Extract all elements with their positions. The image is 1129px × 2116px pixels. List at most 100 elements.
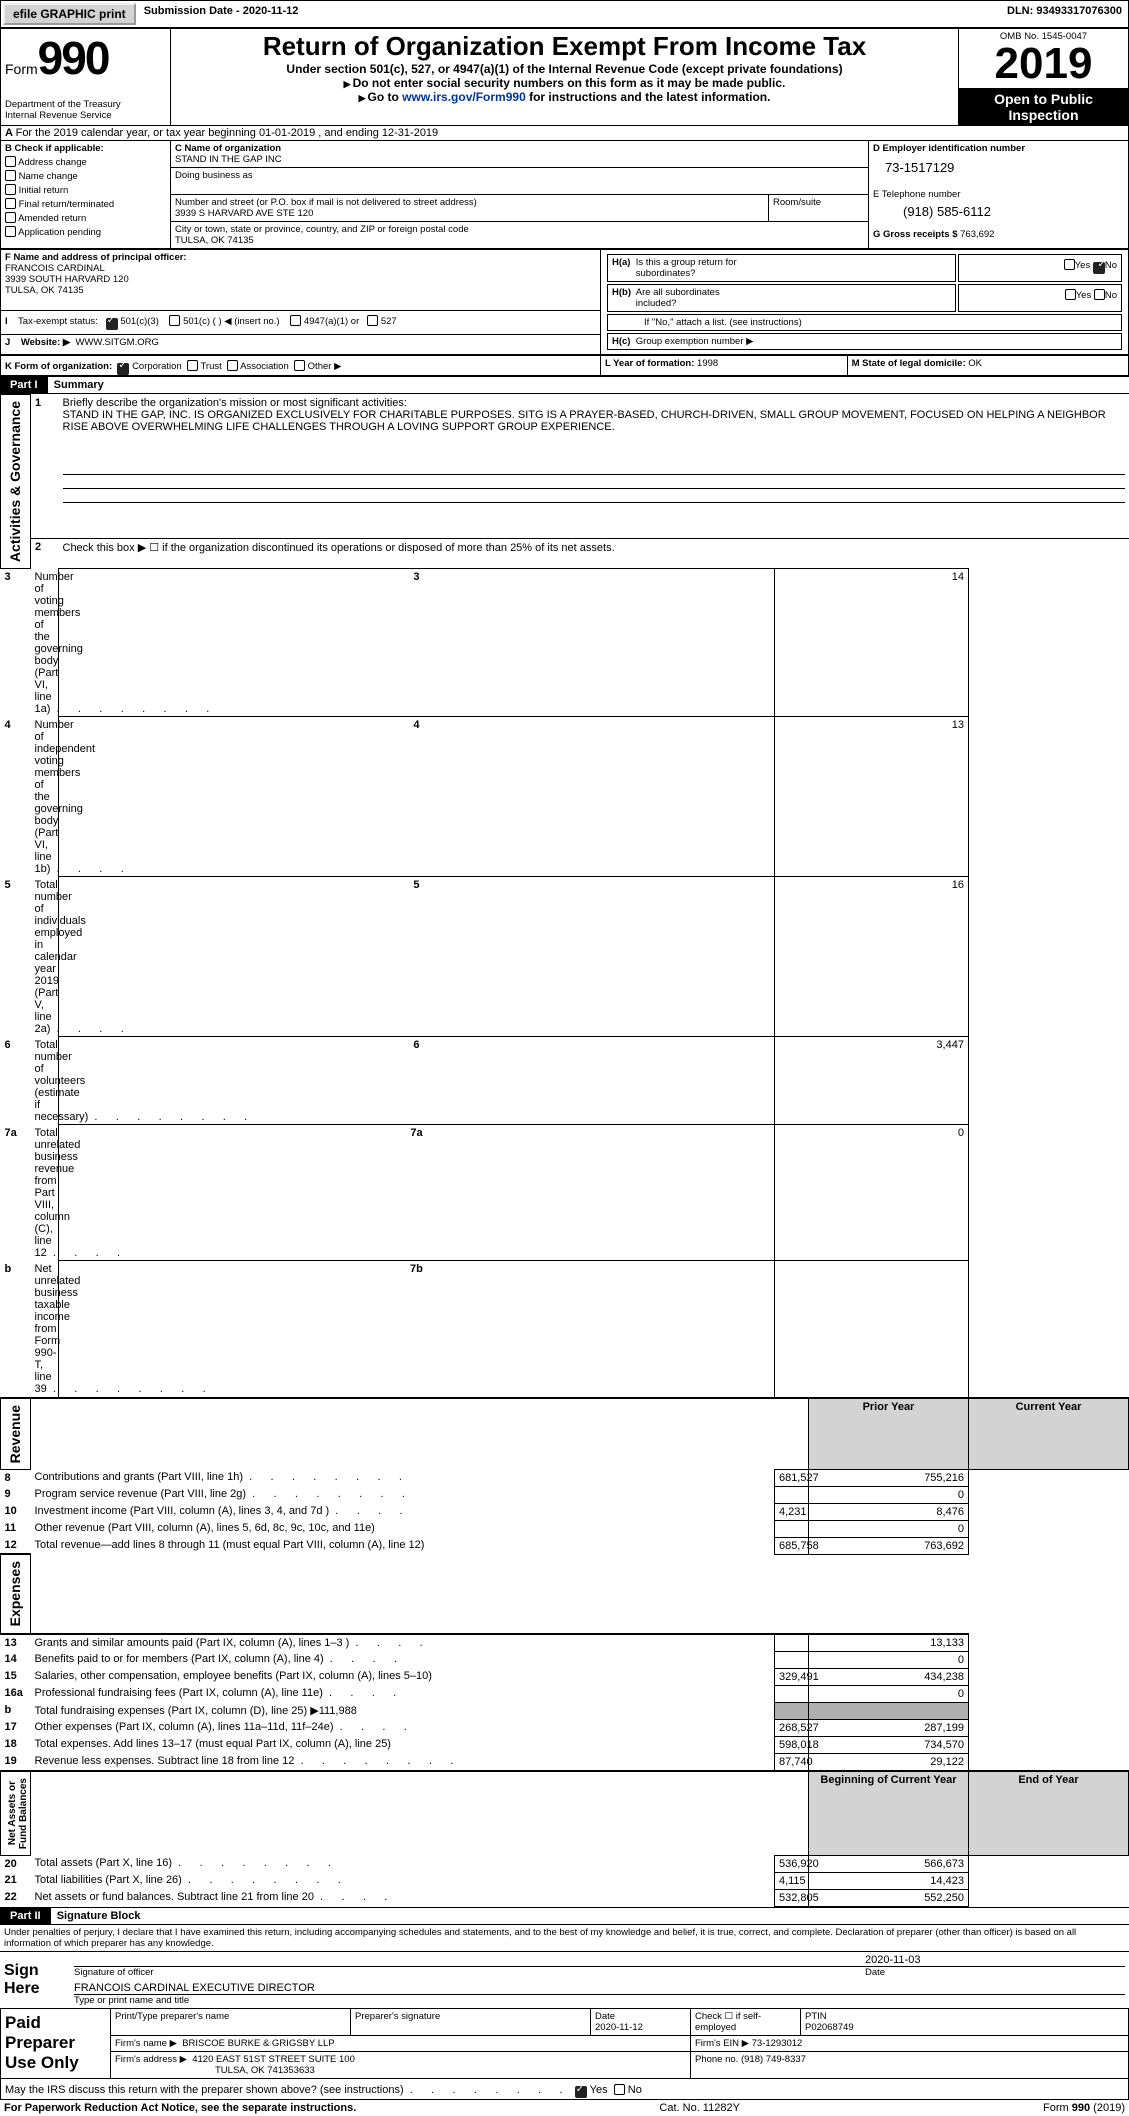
line-13-current: 13,133 — [808, 1634, 968, 1652]
line-19-prior: 87,740 — [774, 1753, 808, 1771]
rot-activities-governance: Activities & Governance — [5, 397, 25, 566]
line-18-current: 734,570 — [808, 1736, 968, 1753]
form-title: Return of Organization Exempt From Incom… — [175, 31, 954, 62]
paid-preparer-block: Paid Preparer Use Only Print/Type prepar… — [0, 2008, 1129, 2079]
city-state-zip: TULSA, OK 74135 — [175, 235, 254, 246]
firm-addr2: TULSA, OK 741353633 — [115, 2065, 315, 2076]
dept-treasury: Department of the Treasury Internal Reve… — [5, 99, 166, 121]
h-a-no-checkbox[interactable] — [1093, 262, 1105, 274]
ptin-value: P02068749 — [805, 2022, 854, 2033]
line-8-current: 755,216 — [808, 1469, 968, 1486]
line-3-value: 14 — [774, 569, 968, 717]
irs-link[interactable]: www.irs.gov/Form990 — [402, 90, 526, 104]
submission-date: Submission Date - 2020-11-12 — [138, 1, 305, 27]
form-label: Form990 — [5, 61, 108, 77]
room-suite-label: Room/suite — [769, 195, 869, 222]
line-5-value: 16 — [774, 877, 968, 1037]
note-ssn: Do not enter social security numbers on … — [175, 76, 954, 90]
officer-sign-date: 2020-11-03 — [865, 1954, 1125, 1967]
line-7a-value: 0 — [774, 1125, 968, 1261]
part1-header: Part I Summary — [0, 376, 1129, 394]
self-employed-check[interactable]: Check ☐ if self-employed — [691, 2008, 801, 2035]
boxb-check-2[interactable] — [5, 184, 16, 195]
officer-addr2: TULSA, OK 74135 — [5, 285, 84, 296]
rot-revenue: Revenue — [5, 1401, 25, 1467]
line-16a-prior — [774, 1685, 808, 1702]
discuss-row: May the IRS discuss this return with the… — [0, 2079, 1129, 2100]
line-12-current: 763,692 — [808, 1537, 968, 1554]
firm-addr1: 4120 EAST 51ST STREET SUITE 100 — [192, 2054, 355, 2065]
line-b-value — [774, 1261, 968, 1398]
mission-text: STAND IN THE GAP, INC. IS ORGANIZED EXCL… — [63, 409, 1106, 433]
line-8-prior: 681,527 — [774, 1469, 808, 1486]
ein-label: D Employer identification number — [873, 143, 1025, 154]
other-checkbox[interactable] — [294, 360, 305, 371]
line-16a-current: 0 — [808, 1685, 968, 1702]
boxb-check-1[interactable] — [5, 170, 16, 181]
4947-checkbox[interactable] — [290, 315, 301, 326]
state-domicile: OK — [968, 358, 982, 369]
line-20-begin: 536,920 — [774, 1855, 808, 1872]
line-19-current: 29,122 — [808, 1753, 968, 1771]
open-to-public: Open to Public Inspection — [959, 89, 1129, 126]
501c-checkbox[interactable] — [169, 315, 180, 326]
line-22-end: 552,250 — [808, 1889, 968, 1906]
corp-checkbox[interactable] — [117, 363, 129, 375]
part1-table: Activities & Governance 1 Briefly descri… — [0, 394, 1129, 1907]
phone-label: E Telephone number — [873, 189, 1124, 200]
line-10-current: 8,476 — [808, 1503, 968, 1520]
line-12-prior: 685,758 — [774, 1537, 808, 1554]
rot-expenses: Expenses — [5, 1557, 25, 1630]
form-subtitle: Under section 501(c), 527, or 4947(a)(1)… — [175, 62, 954, 76]
box-b: B Check if applicable: Address change Na… — [1, 141, 171, 249]
gross-receipts-value: 763,692 — [960, 229, 994, 240]
page-footer: For Paperwork Reduction Act Notice, see … — [0, 2100, 1129, 2116]
line-15-current: 434,238 — [808, 1668, 968, 1685]
line-22-begin: 532,805 — [774, 1889, 808, 1906]
discuss-no-checkbox[interactable] — [614, 2084, 625, 2095]
line-21-begin: 4,115 — [774, 1872, 808, 1889]
dln: DLN: 93493317076300 — [1001, 1, 1128, 27]
firm-name: BRISCOE BURKE & GRIGSBY LLP — [182, 2038, 334, 2049]
street-address: 3939 S HARVARD AVE STE 120 — [175, 208, 313, 219]
gross-receipts-label: G Gross receipts $ — [873, 229, 957, 240]
org-name: STAND IN THE GAP INC — [175, 154, 282, 165]
boxb-check-4[interactable] — [5, 212, 16, 223]
firm-phone: (918) 749-8337 — [741, 2054, 806, 2065]
line-4-value: 13 — [774, 717, 968, 877]
officer-name: FRANCOIS CARDINAL — [5, 263, 105, 274]
rot-net-assets: Net Assets or Fund Balances — [5, 1774, 31, 1853]
line-6-value: 3,447 — [774, 1037, 968, 1125]
entity-info: B Check if applicable: Address change Na… — [0, 140, 1129, 249]
top-bar: efile GRAPHIC print Submission Date - 20… — [0, 0, 1129, 28]
line-17-current: 287,199 — [808, 1719, 968, 1736]
boxb-check-3[interactable] — [5, 198, 16, 209]
line-18-prior: 598,018 — [774, 1736, 808, 1753]
h-b-no-checkbox[interactable] — [1094, 289, 1105, 300]
line-11-prior — [774, 1520, 808, 1537]
line-15-prior: 329,491 — [774, 1668, 808, 1685]
line-17-prior: 268,527 — [774, 1719, 808, 1736]
line-21-end: 14,423 — [808, 1872, 968, 1889]
officer-addr1: 3939 SOUTH HARVARD 120 — [5, 274, 129, 285]
501c3-checkbox[interactable] — [106, 318, 118, 330]
sign-here-block: Sign Here 2020-11-03 Signature of office… — [0, 1952, 1129, 2008]
k-l-m-row: K Form of organization: Corporation Trus… — [0, 355, 1129, 376]
phone-value: (918) 585-6112 — [873, 200, 1124, 229]
line-9-prior — [774, 1486, 808, 1503]
527-checkbox[interactable] — [367, 315, 378, 326]
efile-print-button[interactable]: efile GRAPHIC print — [3, 3, 136, 25]
year-formation: 1998 — [697, 358, 718, 369]
tax-year: 2019 — [963, 42, 1124, 86]
note-goto: Go to www.irs.gov/Form990 for instructio… — [175, 90, 954, 104]
h-b-yes-checkbox[interactable] — [1065, 289, 1076, 300]
ein-value: 73-1517129 — [873, 154, 1124, 189]
website-value: WWW.SITGM.ORG — [76, 337, 159, 348]
preparer-date: 2020-11-12 — [595, 2022, 643, 2033]
assoc-checkbox[interactable] — [227, 360, 238, 371]
trust-checkbox[interactable] — [187, 360, 198, 371]
discuss-yes-checkbox[interactable] — [575, 2086, 587, 2098]
boxb-check-5[interactable] — [5, 226, 16, 237]
boxb-check-0[interactable] — [5, 156, 16, 167]
line-14-current: 0 — [808, 1651, 968, 1668]
